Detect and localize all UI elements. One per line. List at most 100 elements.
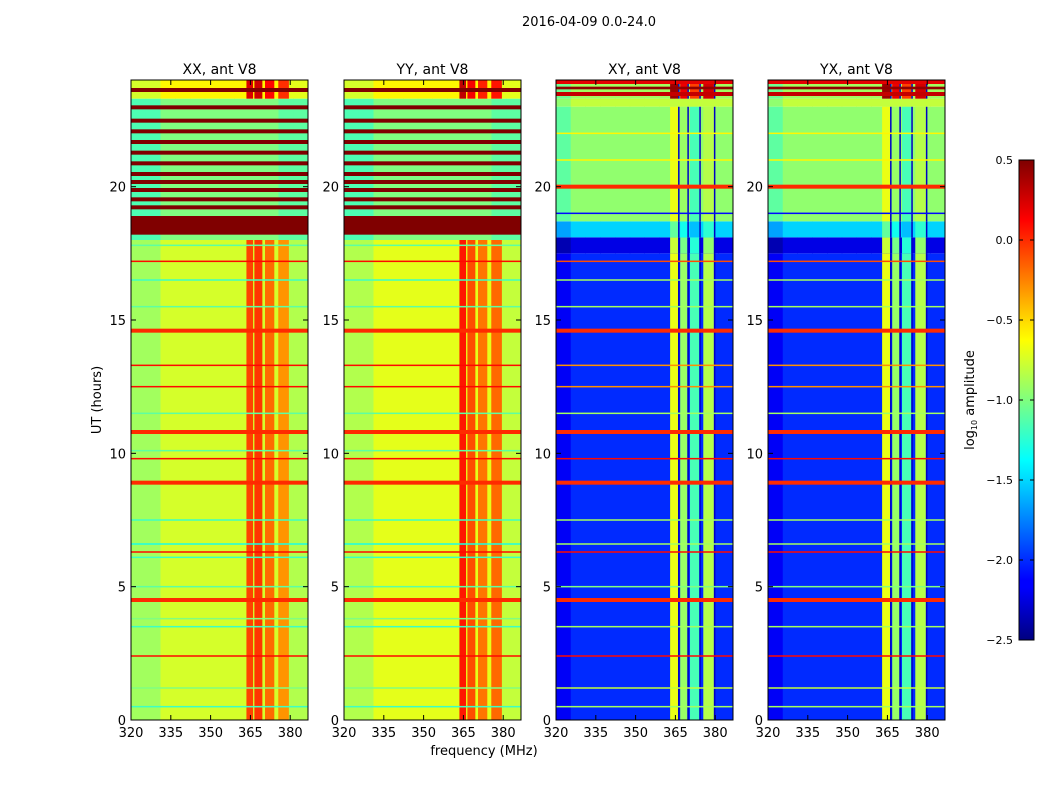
heatmap-stripe [131,105,308,110]
heatmap-line [344,279,521,281]
heatmap-cell [131,98,147,241]
heatmap-cell [570,237,586,254]
panel-title: YX, ant V8 [819,62,893,78]
y-tick-label: 0 [331,714,339,729]
heatmap-line [768,655,945,657]
heatmap-stripe [344,150,521,155]
heatmap-cell [615,106,631,222]
heatmap-line [556,305,733,308]
heatmap-line [768,328,945,333]
heatmap-cell [841,253,857,721]
heatmap-cell [506,240,522,720]
rfi-band-cell [915,237,926,254]
heatmap-line [556,385,733,388]
y-tick-label: 20 [534,181,551,196]
heatmap-cell [841,237,857,254]
y-tick-label: 0 [755,714,763,729]
colorbar-label: log10 amplitude [963,350,979,450]
heatmap-cell [432,98,448,241]
heatmap-cell [556,106,572,222]
heatmap-cell [447,98,463,241]
heatmap-stripe [556,92,733,96]
heatmap-cell [585,237,601,254]
band-gap [687,253,689,721]
x-tick-label: 380 [491,726,516,741]
heatmap-cell [160,240,176,720]
rfi-band-cell [902,221,912,238]
y-axis-label: UT (hours) [90,366,105,434]
rfi-band-cell [882,106,891,222]
heatmap-cell [871,98,887,107]
heatmap-cell [782,237,798,254]
heatmap-cell [629,98,645,107]
heatmap-line [344,385,521,388]
heatmap-cell [600,237,616,254]
rfi-band-cell [278,240,289,720]
rfi-band-cell [703,106,714,222]
axes-frame [767,79,946,721]
x-tick-label: 335 [371,726,396,741]
axes-frame [343,79,522,721]
heatmap-cell [629,237,645,254]
heatmap-line [556,328,733,333]
heatmap-cell [615,253,631,721]
heatmap-line [131,655,308,657]
heatmap-line [556,519,733,521]
rfi-band-cell [690,106,700,222]
heatmap-line [556,625,733,628]
heatmap-cell [570,221,586,238]
figure-title: 2016-04-09 0.0-24.0 [522,15,656,30]
x-tick-label: 365 [451,726,476,741]
heatmap-cell [476,98,492,241]
heatmap-cell [131,240,147,720]
heatmap-cell [293,240,309,720]
band-gap [911,237,913,254]
heatmap-line [131,279,308,281]
heatmap-cell [600,253,616,721]
heatmap-stripe [344,205,521,210]
heatmap-line [556,705,733,708]
heatmap-cell [856,106,872,222]
y-tick-label: 15 [534,314,551,329]
x-tick-label: 320 [332,726,357,741]
rfi-band-cell [902,237,912,254]
rfi-band-cell [254,240,263,720]
heatmap-cell [462,98,478,241]
heatmap-stripe [344,140,521,144]
rfi-band-cell [915,221,926,238]
x-axis-label: frequency (MHz) [430,744,537,759]
heatmap-line [556,655,733,657]
band-gap [890,253,892,721]
x-tick-label: 335 [795,726,820,741]
heatmap-cell [585,106,601,222]
heatmap-cell [432,240,448,720]
colorbar-tick-label: −0.5 [986,314,1013,327]
heatmap-line [768,212,945,215]
heatmap-cell [615,98,631,107]
y-tick-label: 20 [746,181,763,196]
rfi-band-cell [703,253,714,721]
heatmap-cell [629,221,645,238]
band-gap [911,106,913,222]
heatmap-cell [718,237,734,254]
y-tick-label: 5 [543,581,551,596]
heatmap-line [768,412,945,415]
heatmap-line [344,655,521,657]
heatmap-line [556,279,733,281]
heatmap-cell [841,221,857,238]
heatmap-line [556,457,733,460]
rfi-band-cell [670,237,679,254]
x-tick-label: 365 [238,726,263,741]
heatmap-stripe [556,80,733,84]
heatmap-line [556,480,733,485]
x-tick-label: 365 [875,726,900,741]
heatmap-cell [570,253,586,721]
heatmap-line [344,687,521,689]
heatmap-line [768,364,945,367]
heatmap-cell [856,221,872,238]
heatmap-line [556,551,733,553]
heatmap-line [344,412,521,415]
rfi-band-cell [915,106,926,222]
y-tick-label: 15 [746,314,763,329]
axes-frame [130,79,309,721]
